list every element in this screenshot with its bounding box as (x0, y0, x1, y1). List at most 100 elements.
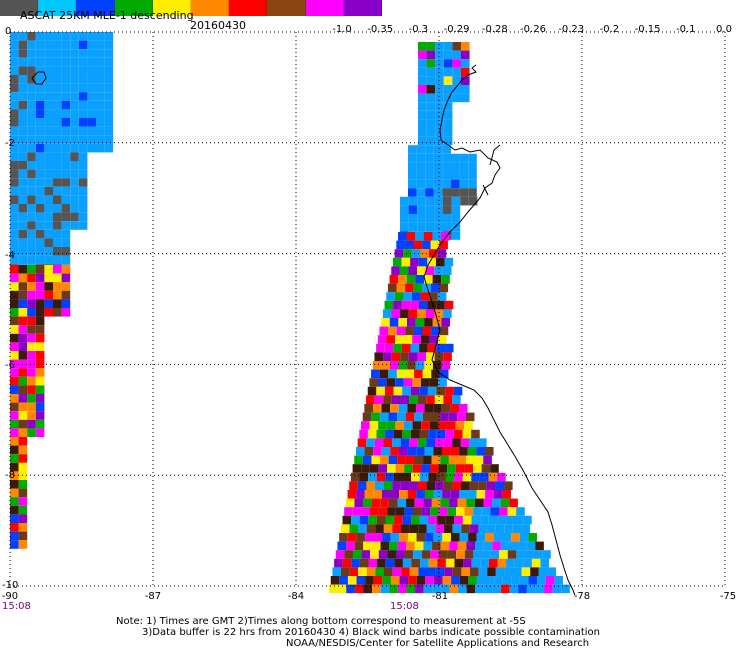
data-cell (425, 266, 435, 275)
data-cell (330, 576, 340, 585)
data-cell (10, 247, 19, 256)
data-cell (451, 162, 460, 171)
data-cell (412, 378, 422, 387)
data-cell (461, 50, 470, 60)
data-cell (332, 567, 342, 576)
data-cell (417, 214, 426, 223)
data-cell (443, 128, 453, 137)
data-cell (430, 240, 440, 250)
data-cell (511, 576, 520, 585)
data-cell (344, 550, 353, 559)
data-cell (469, 481, 479, 490)
data-cell (395, 464, 405, 473)
island-outline (31, 71, 47, 85)
data-cell (409, 567, 419, 576)
data-cell (351, 515, 360, 525)
data-cell (61, 109, 71, 118)
data-cell (61, 135, 71, 144)
colorbar-label-6: -0.23 (558, 24, 585, 35)
data-cell (457, 455, 467, 465)
colorbar-swatch-2 (76, 0, 115, 16)
data-cell (53, 299, 62, 308)
data-cell (431, 326, 440, 336)
data-cell (412, 292, 421, 301)
data-cell (443, 481, 453, 490)
data-cell (27, 325, 36, 334)
data-cell (408, 222, 418, 232)
data-cell (419, 472, 429, 482)
data-cell (385, 472, 394, 482)
data-cell (27, 273, 36, 283)
data-cell (453, 386, 463, 396)
data-cell (490, 507, 499, 516)
data-cell (476, 447, 485, 456)
data-cell (488, 515, 498, 525)
data-cell (18, 238, 28, 247)
colorbar-label-0: -1.0 (332, 24, 352, 35)
data-cell (35, 402, 45, 412)
data-cell (387, 550, 396, 559)
data-cell (424, 447, 434, 456)
data-cell (401, 300, 411, 310)
data-cell (104, 92, 114, 101)
data-cell (35, 169, 45, 179)
data-cell (552, 584, 562, 594)
data-cell (27, 221, 36, 230)
data-cell (433, 576, 443, 585)
data-cell (364, 533, 374, 542)
data-cell (18, 437, 28, 446)
coast-inlet (482, 144, 501, 196)
data-cell (486, 481, 496, 490)
data-cell (35, 351, 45, 360)
data-cell (87, 100, 96, 110)
data-cell (444, 257, 454, 267)
data-cell (61, 195, 71, 204)
data-cell (426, 67, 436, 77)
data-cell (87, 57, 96, 67)
data-cell (44, 161, 53, 170)
data-cell (362, 455, 372, 465)
data-cell (400, 214, 409, 223)
data-cell (425, 309, 435, 318)
data-cell (434, 214, 443, 223)
colorbar-swatch-9 (343, 0, 383, 16)
data-cell (440, 455, 449, 465)
data-cell (443, 67, 453, 77)
data-cell (426, 85, 436, 94)
data-cell (402, 386, 411, 396)
colorbar-swatch-4 (152, 0, 192, 16)
data-cell (394, 292, 404, 301)
data-cell (429, 421, 439, 430)
data-cell (78, 75, 88, 84)
data-cell (426, 93, 436, 103)
data-cell (419, 343, 428, 353)
data-cell (490, 550, 500, 559)
data-cell (415, 232, 424, 241)
data-cell (441, 318, 450, 327)
data-cell (70, 75, 79, 84)
data-cell (10, 454, 19, 463)
data-cell (18, 32, 28, 41)
data-cell (450, 447, 460, 456)
data-cell (480, 515, 489, 525)
data-cell (426, 128, 436, 137)
data-cell (10, 385, 19, 394)
data-cell (413, 240, 423, 250)
data-cell (492, 541, 501, 551)
data-cell (443, 438, 453, 447)
data-cell (70, 161, 79, 170)
data-cell (545, 576, 555, 585)
data-cell (484, 447, 494, 456)
data-cell (18, 161, 28, 170)
data-cell (78, 186, 88, 196)
data-cell (35, 100, 45, 110)
data-cell (35, 342, 45, 351)
data-cell (367, 429, 377, 439)
data-cell (329, 584, 338, 594)
data-cell (393, 472, 403, 482)
data-cell (366, 567, 376, 576)
data-cell (493, 490, 503, 499)
data-cell (53, 152, 62, 161)
data-cell (18, 152, 28, 161)
data-cell (364, 447, 374, 456)
